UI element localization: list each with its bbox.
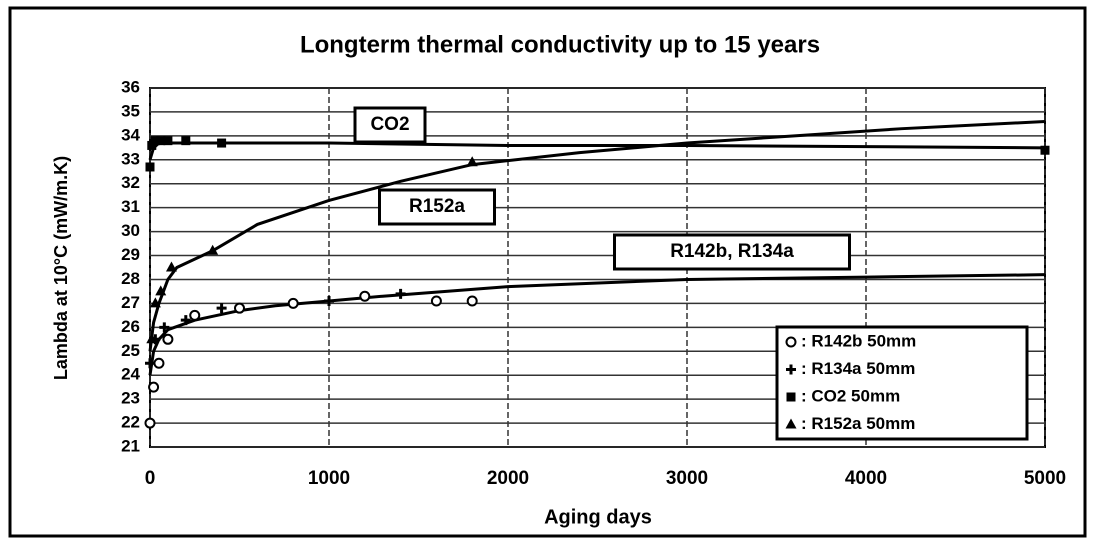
- marker: [147, 140, 157, 150]
- y-tick-label: 32: [121, 173, 140, 192]
- marker: [287, 297, 299, 309]
- x-tick-label: 5000: [1024, 468, 1066, 489]
- marker: [180, 315, 191, 326]
- marker: [217, 138, 227, 148]
- y-tick-label: 30: [121, 221, 140, 240]
- x-tick-label: 2000: [487, 468, 529, 489]
- chart-title: Longterm thermal conductivity up to 15 y…: [300, 31, 820, 58]
- marker: [189, 309, 201, 321]
- marker: [785, 336, 797, 348]
- y-tick-label: 27: [121, 293, 140, 312]
- marker: [149, 297, 161, 308]
- y-tick-label: 36: [121, 77, 140, 96]
- marker: [466, 156, 478, 167]
- marker: [786, 392, 796, 402]
- x-tick-label: 0: [145, 468, 156, 489]
- y-axis-label: Lambda at 10°C (mW/m.K): [51, 156, 71, 380]
- y-tick-label: 22: [121, 413, 140, 432]
- x-tick-label: 3000: [666, 468, 708, 489]
- legend-label: : R134a 50mm: [801, 359, 915, 378]
- marker: [148, 381, 160, 393]
- marker: [466, 295, 478, 307]
- marker: [145, 162, 155, 172]
- marker: [324, 296, 334, 307]
- y-tick-label: 35: [121, 101, 140, 120]
- marker: [216, 303, 227, 314]
- legend-label: : R152a 50mm: [801, 414, 915, 433]
- x-tick-label: 1000: [308, 468, 350, 489]
- marker: [359, 290, 371, 302]
- marker: [234, 302, 245, 314]
- marker: [181, 136, 191, 146]
- annotation: R152a: [409, 196, 465, 217]
- marker: [207, 244, 219, 255]
- y-tick-label: 34: [121, 125, 140, 144]
- frame: [8, 6, 1087, 538]
- marker: [144, 417, 156, 429]
- marker: [150, 136, 160, 146]
- y-tick-label: 23: [121, 389, 140, 408]
- marker: [395, 288, 406, 299]
- marker: [153, 357, 165, 369]
- marker: [145, 358, 155, 369]
- marker: [156, 136, 166, 146]
- y-tick-label: 31: [121, 197, 140, 216]
- y-tick-label: 29: [121, 245, 140, 264]
- annotation: CO2: [370, 114, 409, 135]
- marker: [430, 295, 442, 307]
- y-tick-label: 26: [121, 317, 140, 336]
- y-tick-label: 28: [121, 269, 140, 288]
- y-tick-label: 25: [121, 341, 140, 360]
- legend-box: [775, 325, 1029, 441]
- legend-label: : R142b 50mm: [801, 331, 916, 350]
- x-tick-label: 4000: [845, 468, 887, 489]
- legend-label: : CO2 50mm: [801, 386, 900, 405]
- y-tick-label: 21: [121, 436, 140, 455]
- marker: [146, 333, 158, 344]
- annotation-box: [378, 188, 496, 226]
- y-tick-label: 24: [121, 365, 140, 384]
- marker: [165, 261, 177, 272]
- marker: [786, 364, 796, 375]
- annotation: R142b, R134a: [670, 241, 794, 262]
- marker: [1040, 145, 1050, 155]
- y-tick-label: 33: [121, 149, 140, 168]
- annotation-box: [353, 106, 427, 144]
- marker: [163, 136, 173, 146]
- marker: [155, 285, 167, 296]
- marker: [159, 322, 170, 333]
- marker: [162, 333, 174, 345]
- annotation-box: [613, 233, 851, 271]
- marker: [785, 418, 797, 429]
- x-axis-label: Aging days: [544, 506, 652, 528]
